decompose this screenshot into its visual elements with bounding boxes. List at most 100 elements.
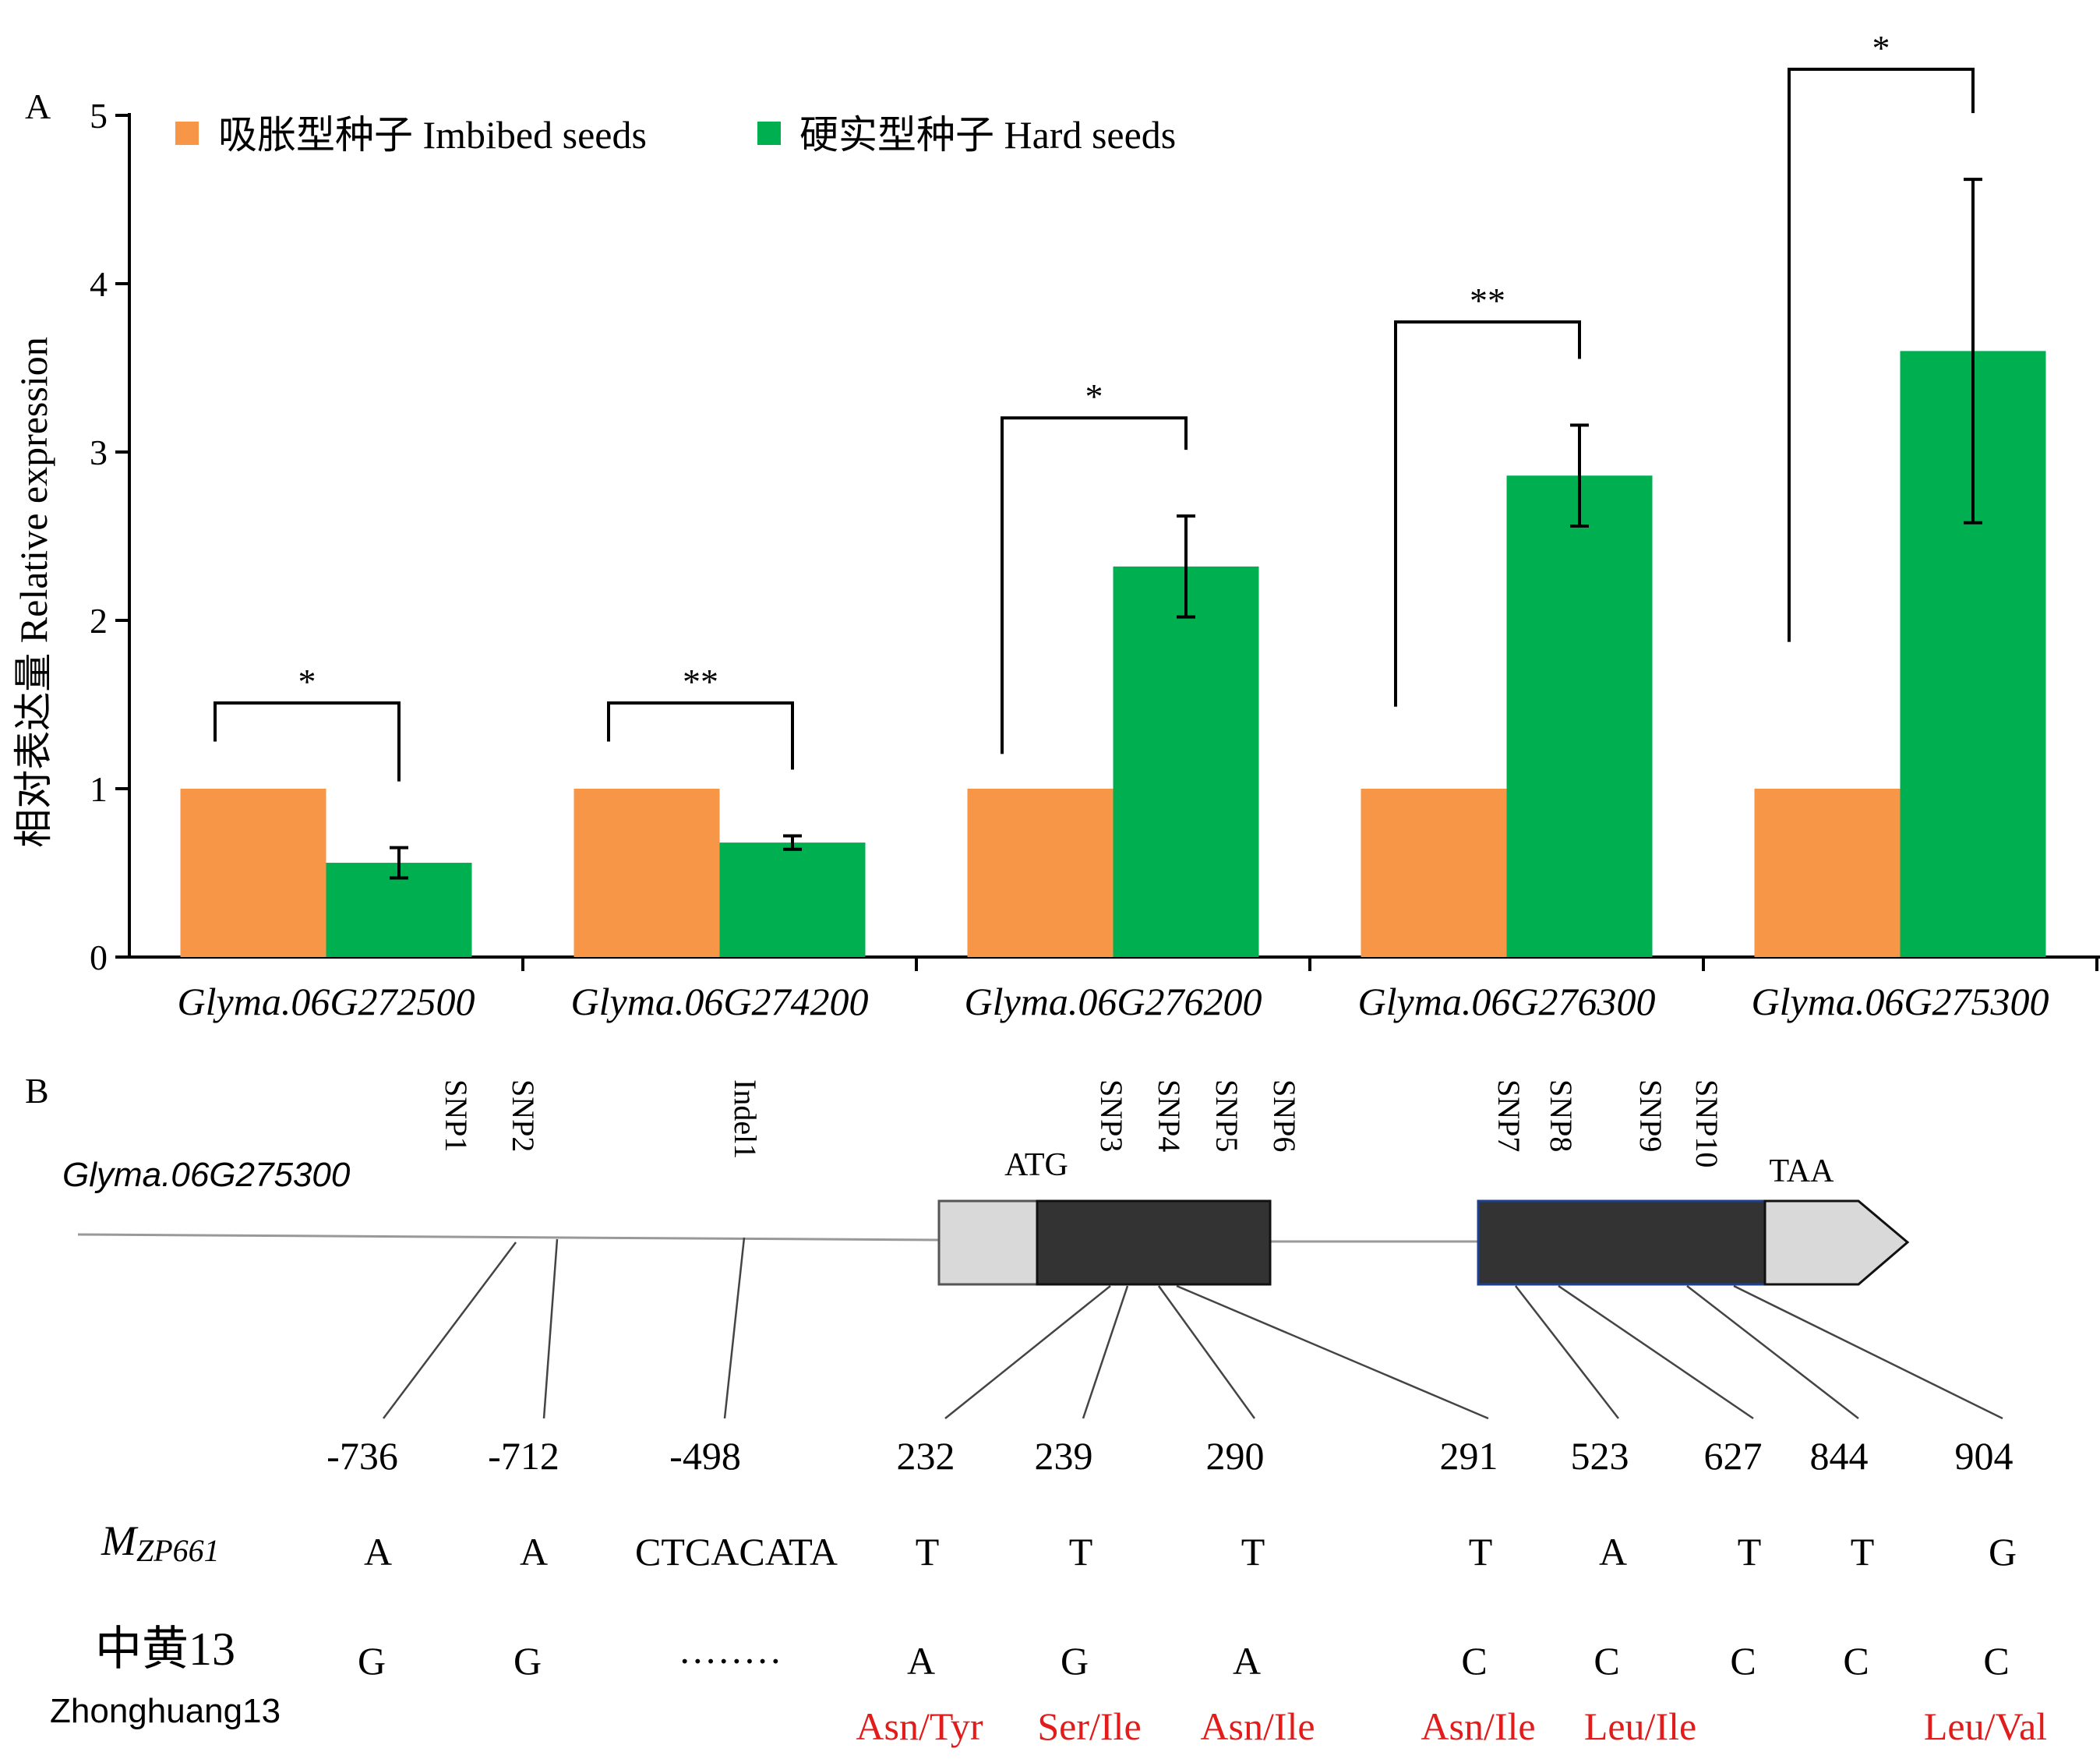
utr5-box [937, 1199, 1039, 1286]
significance-label: * [298, 662, 316, 701]
variant-table: SNP1 SNP2 Indel1 SNP3 SNP4 SNP5 SNP6 SNP7 SNP8 SN… [326, 1079, 2047, 1748]
allele-zp661: T [1469, 1530, 1493, 1574]
variant-marker-label: SNP1 [439, 1079, 474, 1152]
y-tick-label: 1 [90, 769, 108, 809]
variant-position: -712 [488, 1434, 559, 1478]
allele-zp661: T [1738, 1530, 1762, 1574]
variant-marker-label: SNP9 [1633, 1079, 1668, 1152]
variant-position: 523 [1571, 1434, 1629, 1478]
allele-zp661: T [916, 1530, 940, 1574]
x-axis: Glyma.06G272500 Glyma.06G274200 Glyma.06G2… [128, 955, 2100, 1023]
utr3-arrow [1763, 1199, 1910, 1286]
variant-position: 232 [897, 1434, 955, 1478]
allele-zhonghuang13: A [907, 1639, 935, 1683]
allele-zhonghuang13: C [1983, 1639, 2009, 1683]
allele-zp661: T [1069, 1530, 1093, 1574]
allele-zp661: T [1241, 1530, 1265, 1574]
variant-leader-line [542, 1238, 559, 1419]
panel-b-label: B [25, 1071, 49, 1111]
variant-position: 239 [1035, 1434, 1093, 1478]
variant-marker-label: SNP7 [1491, 1079, 1526, 1152]
amino-acid-change: Leu/Ile [1584, 1704, 1696, 1748]
variant-position: -736 [326, 1434, 398, 1478]
allele-zp661: CTCACATA [635, 1530, 838, 1574]
bar-hard [719, 842, 866, 957]
allele-zhonghuang13: C [1594, 1639, 1619, 1683]
amino-acid-change: Leu/Val [1924, 1704, 2047, 1748]
variant-leader-line [1176, 1284, 1489, 1420]
allele-zhonghuang13: ········ [678, 1639, 782, 1683]
y-tick-label: 2 [90, 601, 108, 641]
allele-zhonghuang13: C [1843, 1639, 1869, 1683]
significance-label: ** [1470, 281, 1505, 320]
variant-position: 291 [1440, 1434, 1498, 1478]
allele-zp661: A [364, 1530, 392, 1574]
variant-marker-label: SNP3 [1094, 1079, 1129, 1152]
row2-sublabel: Zhonghuang13 [50, 1692, 281, 1730]
x-tick-label: Glyma.06G272500 [178, 980, 475, 1023]
x-tick-label: Glyma.06G274200 [571, 980, 869, 1023]
variant-position: 290 [1206, 1434, 1265, 1478]
significance-bracket [1394, 320, 1581, 707]
bar-hard [1113, 566, 1259, 957]
gene-name: Glyma.06G275300 [62, 1156, 351, 1194]
significance-bracket [1788, 67, 1975, 642]
variant-marker-label: SNP8 [1544, 1079, 1579, 1152]
legend-label-hard: 硬实型种子 Hard seeds [799, 113, 1176, 157]
gene-structure: ATG TAA [77, 1147, 1910, 1286]
x-tick-label: Glyma.06G276200 [965, 980, 1262, 1023]
amino-acid-change: Asn/Tyr [856, 1704, 983, 1748]
allele-zp661: A [1599, 1530, 1627, 1574]
y-axis-title: 相对表达量 Relative expression [12, 337, 55, 847]
variant-marker-label: SNP10 [1689, 1079, 1724, 1167]
allele-zhonghuang13: G [358, 1639, 386, 1683]
significance-label: * [1085, 376, 1103, 416]
variant-position: 904 [1955, 1434, 2014, 1478]
y-axis: 0 1 2 3 4 5 [90, 96, 131, 977]
allele-zp661: G [1989, 1530, 2017, 1574]
amino-acid-change: Ser/Ile [1037, 1704, 1141, 1748]
bar-imbibed [1754, 789, 1901, 957]
variant-leader-line [383, 1242, 517, 1419]
significance-label: * [1872, 28, 1890, 68]
bars [180, 178, 2046, 957]
x-tick-label: Glyma.06G275300 [1752, 980, 2049, 1023]
bar-imbibed [180, 789, 326, 957]
variant-position: 844 [1810, 1434, 1869, 1478]
legend-label-imbibed: 吸胀型种子 Imbibed seeds [218, 113, 647, 157]
variant-leader-line [1686, 1285, 1859, 1419]
significance-bracket [607, 701, 794, 770]
variant-leader-line [1082, 1285, 1129, 1419]
x-tick-label: Glyma.06G276300 [1358, 980, 1656, 1023]
row1-label: MZP661 [101, 1517, 220, 1568]
allele-zhonghuang13: C [1461, 1639, 1487, 1683]
variant-leader-line [723, 1237, 746, 1419]
allele-zhonghuang13: C [1730, 1639, 1756, 1683]
variant-marker-label: SNP2 [506, 1079, 541, 1152]
variant-leader-line [944, 1285, 1111, 1419]
significance-brackets: * ****** [214, 28, 1975, 782]
exon1-box [1036, 1199, 1272, 1286]
allele-zp661: T [1851, 1530, 1875, 1574]
variant-leader-line [1733, 1284, 2003, 1420]
taa-label: TAA [1770, 1153, 1835, 1189]
y-tick-label: 3 [90, 433, 108, 472]
y-tick-label: 0 [90, 938, 108, 977]
allele-zhonghuang13: A [1233, 1639, 1261, 1683]
panel-a-label: A [25, 87, 51, 126]
legend-swatch-hard [757, 122, 781, 145]
legend: 吸胀型种子 Imbibed seeds 硬实型种子 Hard seeds [175, 113, 1176, 157]
variant-leader-line [1515, 1285, 1619, 1419]
exon2-box [1477, 1199, 1766, 1286]
atg-label: ATG [1004, 1147, 1068, 1183]
bar-hard [1506, 475, 1653, 957]
variant-position: -498 [669, 1434, 741, 1478]
row2-label: 中黄13 [95, 1623, 235, 1675]
significance-label: ** [683, 662, 718, 701]
variant-marker-label: Indel1 [728, 1079, 763, 1159]
bar-imbibed [967, 789, 1114, 957]
bar-imbibed [1361, 789, 1507, 957]
allele-zp661: A [520, 1530, 548, 1574]
y-tick-label: 4 [90, 264, 108, 304]
